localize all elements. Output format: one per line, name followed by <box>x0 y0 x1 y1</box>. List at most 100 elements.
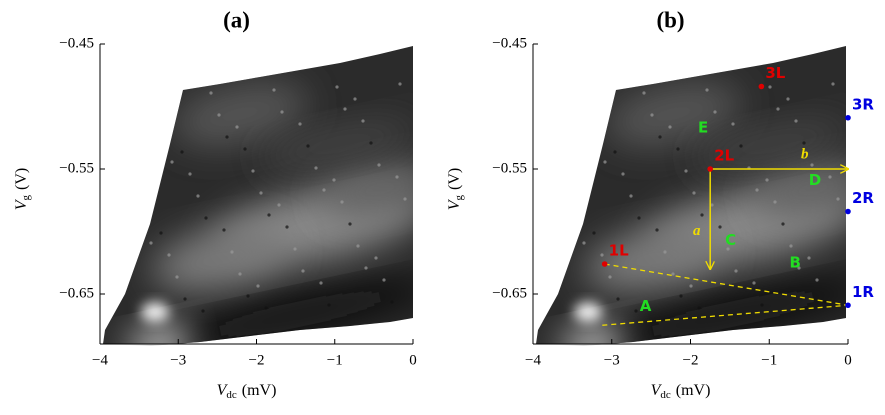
map-dot <box>335 85 339 89</box>
y-tick-label: −0.65 <box>492 285 527 301</box>
point <box>845 208 851 215</box>
map-dot <box>267 213 271 217</box>
map-dot <box>154 116 158 120</box>
map-dot <box>369 141 373 145</box>
map-dot <box>789 244 793 248</box>
map-dot <box>663 250 667 254</box>
point <box>845 302 851 309</box>
map-dot <box>162 138 166 142</box>
region-label: A <box>640 297 652 315</box>
point-label: 1R <box>852 283 874 301</box>
map-dot <box>731 122 735 126</box>
y-tick-label: −0.55 <box>59 160 94 176</box>
x-axis-label: Vdc (mV) <box>651 382 711 401</box>
map-dot <box>209 91 213 95</box>
map-dot <box>180 150 184 154</box>
map-dot <box>230 250 234 254</box>
label-subscript: dc <box>660 389 671 401</box>
map-dot <box>613 150 617 154</box>
map-dot <box>301 269 305 273</box>
map-dot <box>781 222 785 226</box>
point-label: 2R <box>852 189 874 207</box>
arrow-label: a <box>693 223 701 239</box>
map-dot <box>794 119 798 123</box>
label-symbol: V <box>217 382 229 399</box>
map-dot <box>815 278 819 282</box>
map-dot <box>582 241 586 245</box>
map-dot <box>277 203 281 207</box>
map-dot <box>272 88 276 92</box>
map-dot <box>196 194 200 198</box>
map-shade <box>141 302 169 322</box>
point <box>601 261 608 267</box>
map-dot <box>390 300 394 304</box>
map-dot <box>319 281 323 285</box>
map-dot <box>713 110 717 114</box>
y-tick-label: −0.65 <box>59 285 94 301</box>
map-dot <box>668 125 672 129</box>
point <box>758 83 765 90</box>
map-dot <box>595 138 599 142</box>
map-dot <box>353 97 357 101</box>
map-dot <box>361 119 365 123</box>
arrow-label: b <box>801 147 809 163</box>
map-dot <box>374 256 378 260</box>
map-dot <box>755 188 759 192</box>
x-axis-label: Vdc (mV) <box>217 382 277 401</box>
panel: −4 −3 −2 −1 0 −0.65 −0.55 −0.45 (b) Vdc (mV) Vg (V) a… <box>446 7 875 401</box>
map-dot <box>658 135 662 139</box>
y-axis-label: Vg (V) <box>13 168 32 211</box>
label-unit: (mV) <box>676 382 711 399</box>
x-tick-label: 0 <box>409 352 417 368</box>
map-dot <box>348 222 352 226</box>
map-dot <box>823 300 827 304</box>
label-unit: (V) <box>13 168 30 190</box>
map-dot <box>592 231 596 235</box>
map-image <box>103 46 413 346</box>
map-dot <box>786 97 790 101</box>
map-shade <box>694 119 846 169</box>
map-dot <box>149 241 153 245</box>
map-dot <box>705 88 709 92</box>
label-unit: (V) <box>446 168 463 190</box>
x-tick-label: −2 <box>683 352 699 368</box>
map-dot <box>395 175 399 179</box>
label-symbol: V <box>651 382 663 399</box>
map-dot <box>343 107 347 111</box>
label-unit: (mV) <box>242 382 277 399</box>
map-dot <box>322 188 326 192</box>
map-dot <box>201 309 205 313</box>
map-dot <box>726 247 730 251</box>
map-dot <box>243 147 247 151</box>
map-dot <box>692 191 696 195</box>
region-label: C <box>725 231 736 249</box>
label-symbol: V <box>446 198 463 210</box>
map-dot <box>807 256 811 260</box>
map-dot <box>167 253 171 257</box>
point <box>707 166 713 172</box>
map-dot <box>760 303 764 307</box>
chart-title: (b) <box>656 7 684 32</box>
map-shade <box>584 226 722 292</box>
map-dot <box>676 147 680 151</box>
map-dot <box>159 231 163 235</box>
map-dot <box>175 275 179 279</box>
map-dot <box>697 306 701 310</box>
map-dot <box>204 216 208 220</box>
map-dot <box>356 244 360 248</box>
map-dot <box>191 79 195 83</box>
map-dot <box>608 275 612 279</box>
map-dot <box>574 219 578 223</box>
map-dot <box>629 194 633 198</box>
map-dot <box>579 94 583 98</box>
region-label: B <box>790 253 801 271</box>
map-dot <box>225 135 229 139</box>
map-shade <box>163 281 413 346</box>
map-dot <box>170 160 174 164</box>
map-dot <box>222 228 226 232</box>
map-dot <box>797 266 801 270</box>
map-dot <box>752 281 756 285</box>
map-dot <box>679 294 683 298</box>
map-dot <box>836 197 840 201</box>
map-dot <box>739 144 743 148</box>
